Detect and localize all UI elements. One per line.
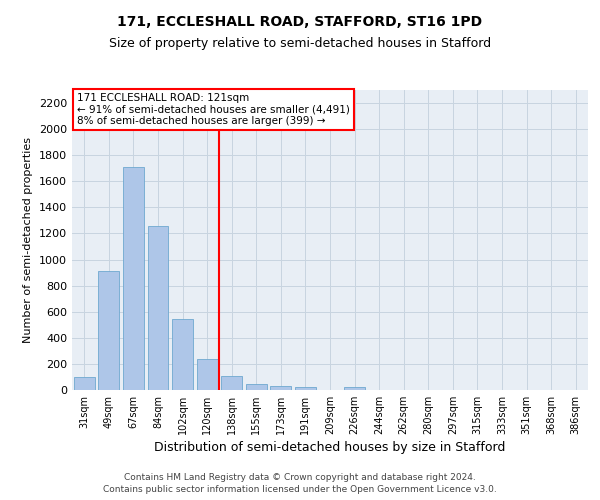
Text: Contains HM Land Registry data © Crown copyright and database right 2024.: Contains HM Land Registry data © Crown c… [124, 473, 476, 482]
Bar [295, 387, 316, 390]
Bar [74, 377, 95, 390]
Bar [271, 386, 292, 390]
Text: 171 ECCLESHALL ROAD: 121sqm
← 91% of semi-detached houses are smaller (4,491)
8%: 171 ECCLESHALL ROAD: 121sqm ← 91% of sem… [77, 93, 350, 126]
Text: Size of property relative to semi-detached houses in Stafford: Size of property relative to semi-detach… [109, 38, 491, 51]
Bar [98, 270, 119, 390]
Bar [221, 376, 242, 390]
Y-axis label: Number of semi-detached properties: Number of semi-detached properties [23, 137, 34, 343]
Bar [148, 226, 169, 390]
Text: 171, ECCLESHALL ROAD, STAFFORD, ST16 1PD: 171, ECCLESHALL ROAD, STAFFORD, ST16 1PD [118, 15, 482, 29]
Text: Contains public sector information licensed under the Open Government Licence v3: Contains public sector information licen… [103, 486, 497, 494]
Bar [123, 167, 144, 390]
Bar [197, 360, 218, 390]
Text: Distribution of semi-detached houses by size in Stafford: Distribution of semi-detached houses by … [154, 441, 506, 454]
Bar [344, 386, 365, 390]
Bar [246, 384, 267, 390]
Bar [172, 319, 193, 390]
